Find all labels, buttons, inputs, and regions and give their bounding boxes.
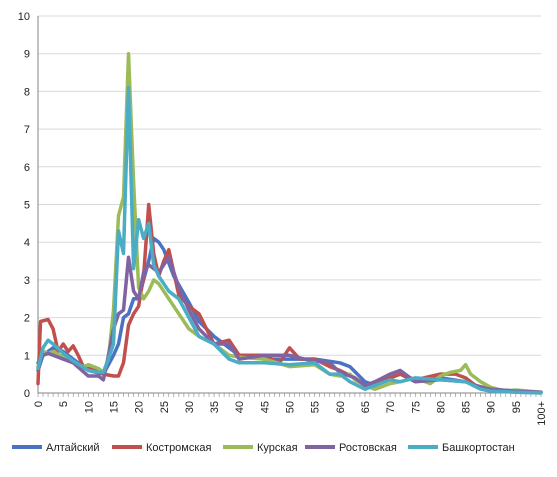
- y-tick-label: 0: [24, 388, 30, 400]
- x-tick-label: 75: [410, 401, 422, 413]
- x-tick-label: 30: [184, 401, 196, 413]
- x-tick-label: 95: [511, 401, 523, 413]
- legend-label: Башкортостан: [442, 442, 515, 454]
- x-tick-label: 65: [360, 401, 372, 413]
- x-tick-label: 90: [486, 401, 498, 413]
- x-tick-label: 55: [310, 401, 322, 413]
- x-tick-label: 100+: [536, 401, 548, 426]
- y-tick-label: 1: [24, 350, 30, 362]
- x-tick-label: 70: [385, 401, 397, 413]
- y-tick-label: 3: [24, 275, 30, 287]
- y-tick-label: 4: [24, 237, 30, 249]
- x-tick-label: 85: [461, 401, 473, 413]
- x-tick-label: 25: [159, 401, 171, 413]
- y-tick-label: 2: [24, 313, 30, 325]
- x-tick-label: 45: [259, 401, 271, 413]
- series-line-4: [36, 255, 543, 394]
- x-tick-label: 80: [435, 401, 447, 413]
- x-tick-label: 50: [285, 401, 297, 413]
- x-tick-label: 40: [234, 401, 246, 413]
- y-tick-label: 6: [24, 162, 30, 174]
- legend: Алтайский Костромская Курская Ростовская Баш…: [12, 442, 515, 454]
- legend-label: Костромская: [146, 442, 212, 454]
- x-tick-label: 20: [134, 401, 146, 413]
- y-tick-label: 10: [18, 11, 30, 23]
- x-tick-label: 0: [33, 401, 45, 407]
- x-tick-label: 10: [83, 401, 95, 413]
- y-tick-label: 7: [24, 124, 30, 136]
- x-tick-label: 5: [58, 401, 70, 407]
- x-tick-label: 15: [108, 401, 120, 413]
- series-line-2: [36, 202, 543, 394]
- y-tick-label: 5: [24, 200, 30, 212]
- y-tick-label: 9: [24, 49, 30, 61]
- legend-label: Ростовская: [339, 442, 397, 454]
- x-tick-label: 35: [209, 401, 221, 413]
- series-lines: [36, 51, 543, 395]
- series-line-5: [36, 85, 543, 395]
- legend-label: Алтайский: [46, 442, 100, 454]
- legend-label: Курская: [257, 442, 298, 454]
- x-tick-label: 60: [335, 401, 347, 413]
- y-tick-label: 8: [24, 86, 30, 98]
